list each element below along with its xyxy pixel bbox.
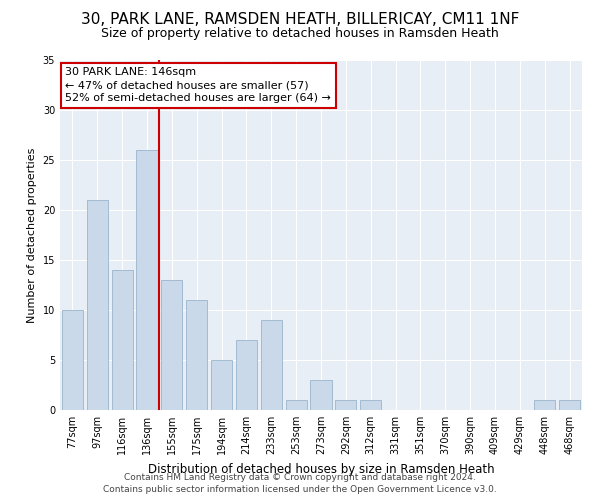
Y-axis label: Number of detached properties: Number of detached properties bbox=[27, 148, 37, 322]
Bar bbox=[236, 340, 257, 410]
Bar bbox=[335, 400, 356, 410]
Bar bbox=[286, 400, 307, 410]
Text: Size of property relative to detached houses in Ramsden Heath: Size of property relative to detached ho… bbox=[101, 28, 499, 40]
Text: 30, PARK LANE, RAMSDEN HEATH, BILLERICAY, CM11 1NF: 30, PARK LANE, RAMSDEN HEATH, BILLERICAY… bbox=[81, 12, 519, 28]
Bar bbox=[534, 400, 555, 410]
Bar bbox=[186, 300, 207, 410]
Text: 30 PARK LANE: 146sqm
← 47% of detached houses are smaller (57)
52% of semi-detac: 30 PARK LANE: 146sqm ← 47% of detached h… bbox=[65, 67, 331, 104]
Text: Contains HM Land Registry data © Crown copyright and database right 2024.
Contai: Contains HM Land Registry data © Crown c… bbox=[103, 472, 497, 494]
Bar bbox=[310, 380, 332, 410]
X-axis label: Distribution of detached houses by size in Ramsden Heath: Distribution of detached houses by size … bbox=[148, 462, 494, 475]
Bar bbox=[360, 400, 381, 410]
Bar bbox=[261, 320, 282, 410]
Bar bbox=[62, 310, 83, 410]
Bar bbox=[161, 280, 182, 410]
Bar bbox=[112, 270, 133, 410]
Bar bbox=[211, 360, 232, 410]
Bar bbox=[87, 200, 108, 410]
Bar bbox=[559, 400, 580, 410]
Bar bbox=[136, 150, 158, 410]
